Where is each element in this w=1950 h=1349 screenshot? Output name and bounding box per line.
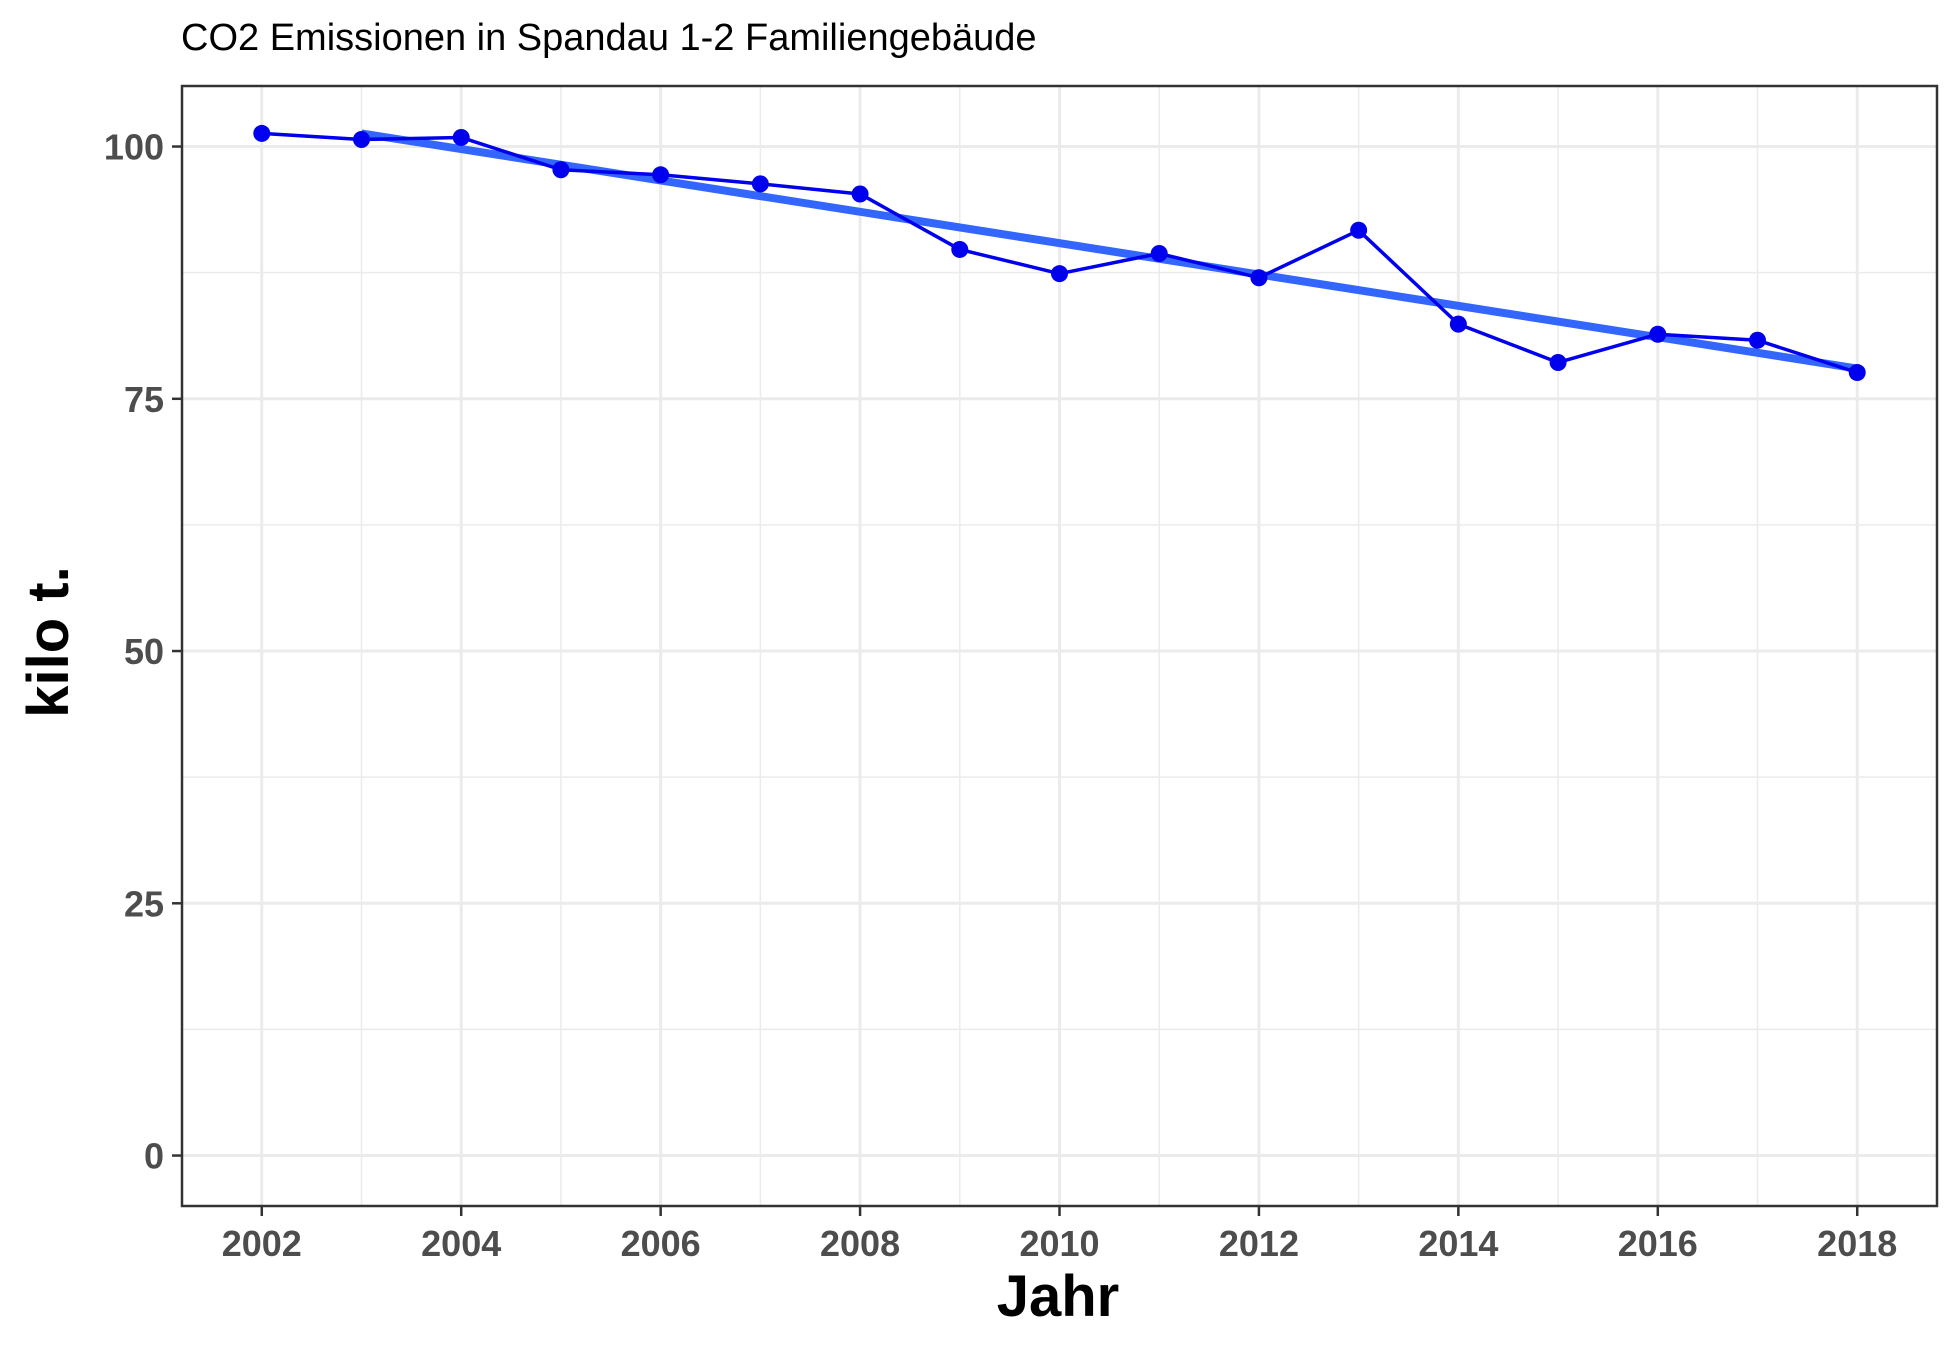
data-point — [253, 124, 271, 142]
y-tick-label: 0 — [144, 1136, 164, 1177]
data-point — [951, 240, 969, 258]
grid — [182, 86, 1937, 1206]
y-axis-title: kilo t. — [16, 566, 81, 717]
data-point — [652, 166, 670, 184]
x-tick-label: 2004 — [421, 1223, 501, 1264]
series-layer — [253, 124, 1866, 382]
data-point — [851, 185, 869, 203]
x-tick-label: 2010 — [1019, 1223, 1099, 1264]
data-point — [1250, 269, 1268, 287]
x-tick-label: 2008 — [820, 1223, 900, 1264]
y-tick-label: 50 — [124, 631, 164, 672]
x-tick-label: 2006 — [621, 1223, 701, 1264]
data-point — [1449, 315, 1467, 333]
y-tick-label: 100 — [104, 127, 164, 168]
x-tick-label: 2002 — [222, 1223, 302, 1264]
data-point — [1848, 364, 1866, 382]
data-point — [1350, 221, 1368, 239]
data-point — [1649, 325, 1667, 343]
y-tick-label: 75 — [124, 379, 164, 420]
data-point — [1749, 331, 1767, 349]
data-point — [751, 175, 769, 193]
data-point — [552, 161, 570, 179]
data-point — [1051, 265, 1068, 283]
x-axis-title: Jahr — [997, 1264, 1120, 1329]
x-tick-label: 2012 — [1219, 1223, 1299, 1264]
data-point — [1150, 244, 1168, 262]
x-tick-label: 2014 — [1418, 1223, 1498, 1264]
x-tick-label: 2016 — [1618, 1223, 1698, 1264]
trend-line-layer — [360, 129, 1858, 373]
data-point — [1549, 353, 1567, 371]
chart-title: CO2 Emissionen in Spandau 1-2 Familienge… — [181, 17, 1037, 59]
data-point — [452, 128, 470, 146]
y-tick-label: 25 — [124, 883, 164, 924]
axis-ticks: 2002 2004 2006 2008 2010 2012 2014 2016 2018 0 25 5… — [104, 127, 1897, 1264]
trend-line — [360, 129, 1858, 373]
data-point — [352, 130, 370, 148]
x-tick-label: 2018 — [1817, 1223, 1897, 1264]
